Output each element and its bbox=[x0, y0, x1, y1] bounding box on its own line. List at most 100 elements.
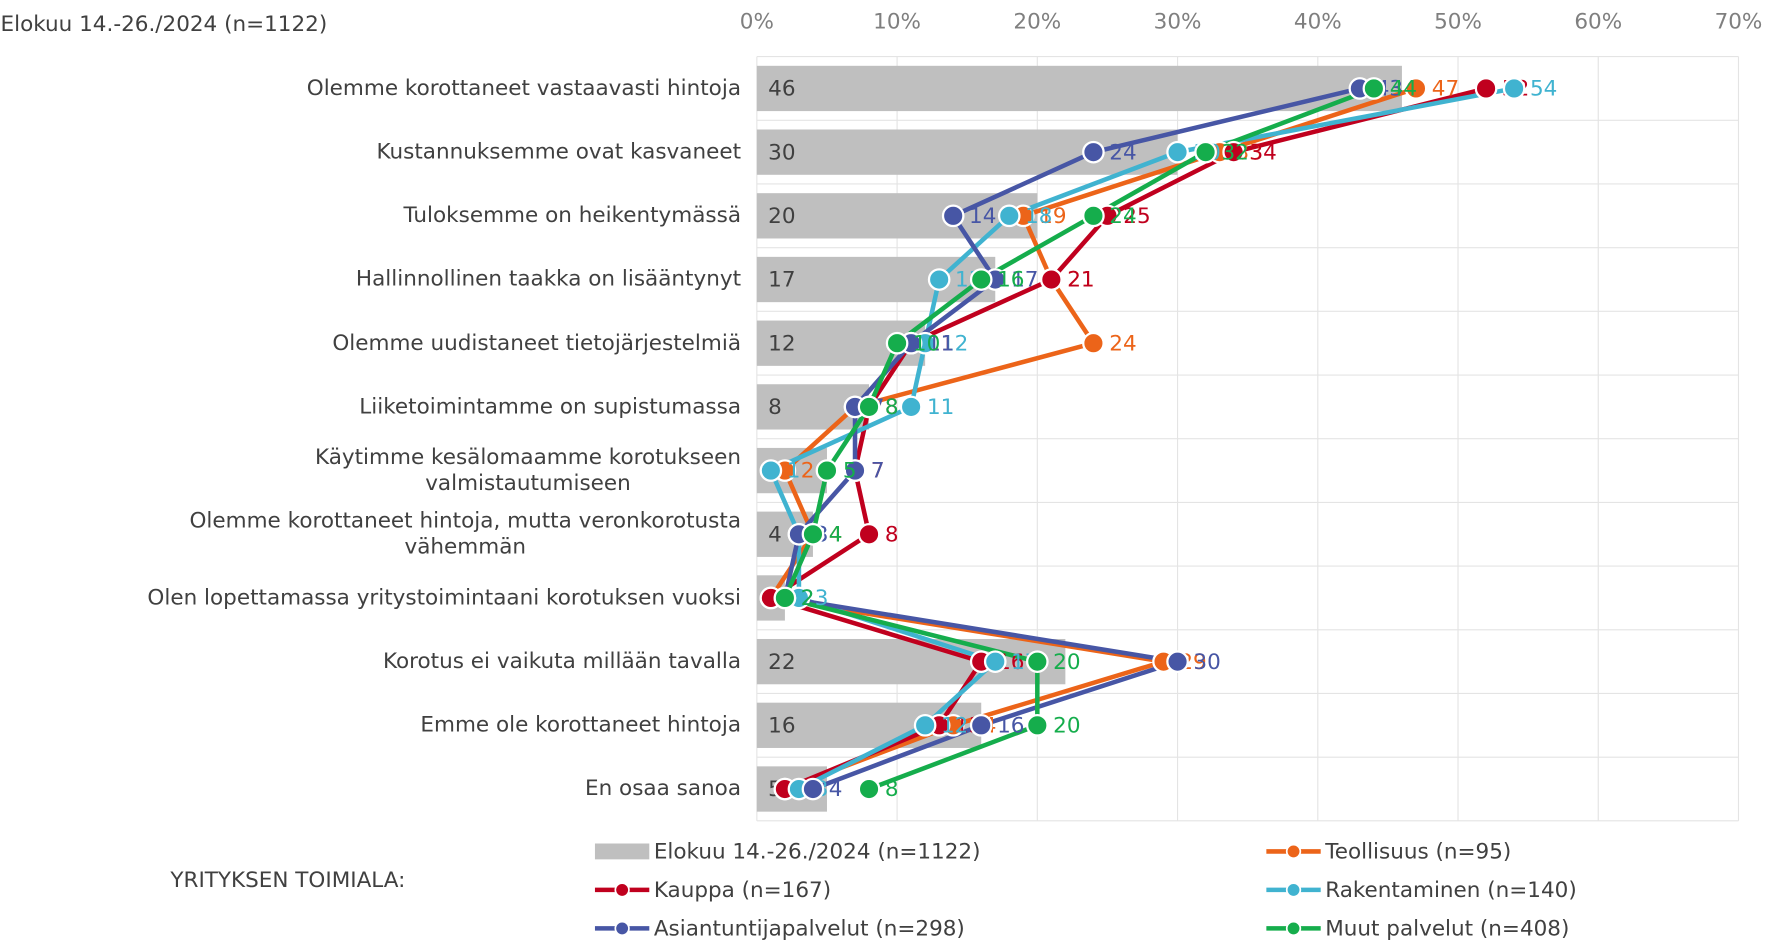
legend-marker bbox=[614, 882, 630, 898]
series-value-label: 18 bbox=[1025, 204, 1052, 229]
bar-value-label: 4 bbox=[768, 522, 782, 547]
category-label-box: Olemme uudistaneet tietojärjestelmiä bbox=[332, 330, 742, 356]
series-value-label: 16 bbox=[997, 713, 1024, 738]
category-label: Liiketoimintamme on supistumassa bbox=[359, 393, 742, 419]
series-value-label: 20 bbox=[1053, 713, 1080, 738]
series-marker bbox=[1222, 140, 1245, 164]
series-marker bbox=[857, 777, 881, 801]
series-line bbox=[768, 86, 1487, 792]
series-value-label: 2 bbox=[801, 586, 815, 611]
category-row: Tuloksemme on heikentymässä bbox=[1, 179, 757, 252]
series-marker bbox=[969, 714, 993, 737]
series-marker bbox=[1166, 650, 1189, 673]
category-label-box: Olen lopettamassa yritystoimintaani koro… bbox=[147, 584, 742, 610]
series-marker bbox=[997, 204, 1021, 228]
legend-label: Asiantuntijapalvelut (n=298) bbox=[654, 917, 965, 942]
category-label-box: En osaa sanoa bbox=[585, 776, 741, 801]
series-value-label: 11 bbox=[927, 395, 954, 420]
bar-value-label: 8 bbox=[768, 395, 782, 420]
category-label: Käytimme kesälomaamme korotukseen valmis… bbox=[314, 444, 742, 496]
series-value-label: 2 bbox=[801, 459, 815, 484]
category-row: Emme ole korottaneet hintoja bbox=[1, 689, 757, 762]
bar-value-label: 16 bbox=[768, 713, 795, 738]
x-tick-label: 40% bbox=[1294, 10, 1342, 35]
category-label: Olen lopettamassa yritystoimintaani koro… bbox=[147, 584, 742, 610]
legend-marker bbox=[614, 920, 630, 937]
category-row: Olemme korottaneet hintoja, mutta veronk… bbox=[1, 498, 757, 571]
series-value-label: 1 bbox=[787, 459, 801, 484]
category-label: Olemme uudistaneet tietojärjestelmiä bbox=[332, 330, 742, 356]
series-value-label: 47 bbox=[1432, 77, 1459, 102]
series-marker bbox=[857, 395, 881, 419]
legend-marker bbox=[1285, 882, 1302, 898]
legend-title: YRITYKSEN TOIMIALA: bbox=[169, 868, 405, 893]
category-row: Käytimme kesälomaamme korotukseen valmis… bbox=[1, 434, 757, 507]
category-label-box: Korotus ei vaikuta millään tavalla bbox=[382, 648, 742, 674]
series-marker bbox=[1026, 650, 1049, 673]
category-label-box: Tuloksemme on heikentymässä bbox=[1, 179, 757, 252]
series-value-label: 7 bbox=[871, 459, 885, 484]
category-label-box: Hallinnollinen taakka on lisääntynyt bbox=[1, 243, 757, 316]
series-value-label: 3 bbox=[815, 586, 829, 611]
series-marker bbox=[1474, 77, 1498, 100]
series-marker bbox=[801, 777, 825, 801]
category-row: Kustannuksemme ovat kasvaneet bbox=[1, 116, 757, 189]
series-marker bbox=[1082, 204, 1105, 228]
category-row: Hallinnollinen taakka on lisääntynyt bbox=[1, 243, 757, 316]
series-marker bbox=[1194, 140, 1217, 164]
legend-label: Teollisuus (n=95) bbox=[1324, 840, 1511, 865]
grid bbox=[756, 56, 1740, 822]
bar-value-label: 22 bbox=[768, 650, 795, 675]
series-marker bbox=[885, 331, 909, 355]
x-tick-label: 20% bbox=[1013, 10, 1061, 35]
category-label-box: Käytimme kesälomaamme korotukseen valmis… bbox=[1, 434, 757, 507]
legend-marker bbox=[1285, 843, 1302, 860]
bar-value-label: 20 bbox=[768, 204, 795, 229]
category-label-box: Olemme korottaneet vastaavasti hintoja bbox=[307, 75, 741, 100]
series-marker bbox=[983, 650, 1007, 673]
bar-value-label: 17 bbox=[768, 268, 795, 293]
bar-value-label: 12 bbox=[768, 331, 795, 356]
category-label: Kustannuksemme ovat kasvaneet bbox=[376, 139, 742, 165]
x-tick-label: 70% bbox=[1715, 10, 1763, 35]
series-value-label: 11 bbox=[927, 331, 954, 356]
series-marker bbox=[1040, 268, 1063, 291]
series-marker bbox=[1362, 77, 1386, 100]
x-tick-label: 0% bbox=[740, 10, 774, 35]
series-marker bbox=[1082, 140, 1105, 164]
category-label-box: Olemme korottaneet hintoja, mutta veronk… bbox=[1, 498, 757, 571]
x-tick-label: 10% bbox=[873, 10, 921, 35]
series-value-label: 21 bbox=[1067, 268, 1094, 293]
series-value-label: 2 bbox=[801, 586, 815, 611]
category-label-box: Emme ole korottaneet hintoja bbox=[1, 689, 757, 762]
legend-label: Muut palvelut (n=408) bbox=[1325, 917, 1569, 942]
series-marker bbox=[773, 586, 797, 610]
series-marker bbox=[801, 522, 825, 546]
series-marker bbox=[843, 459, 867, 482]
category-label: Hallinnollinen taakka on lisääntynyt bbox=[355, 266, 742, 292]
series-value-label: 8 bbox=[885, 777, 899, 802]
series-value-label: 14 bbox=[969, 204, 996, 229]
bar-value-label: 46 bbox=[768, 77, 795, 102]
series-marker bbox=[857, 522, 881, 546]
category-label: Korotus ei vaikuta millään tavalla bbox=[382, 648, 742, 674]
series-value-label: 17 bbox=[1011, 268, 1038, 293]
series-value-label: 44 bbox=[1390, 77, 1417, 102]
series-value-label: 4 bbox=[829, 777, 843, 802]
bar-value-label: 30 bbox=[768, 140, 795, 165]
bar bbox=[756, 129, 1178, 175]
series-marker bbox=[913, 714, 937, 737]
series-value-label: 24 bbox=[1109, 204, 1136, 229]
category-label-box: Kustannuksemme ovat kasvaneet bbox=[1, 116, 757, 189]
series-marker bbox=[1502, 77, 1526, 100]
x-tick-label: 60% bbox=[1574, 10, 1622, 35]
series-value-label: 4 bbox=[829, 522, 843, 547]
series-value-label: 16 bbox=[997, 268, 1024, 293]
series-marker bbox=[1082, 331, 1105, 355]
category-label: Olemme korottaneet hintoja, mutta veronk… bbox=[189, 508, 742, 560]
series-marker bbox=[1026, 714, 1049, 737]
series-value-label: 12 bbox=[941, 713, 968, 738]
series-marker bbox=[1404, 77, 1428, 100]
